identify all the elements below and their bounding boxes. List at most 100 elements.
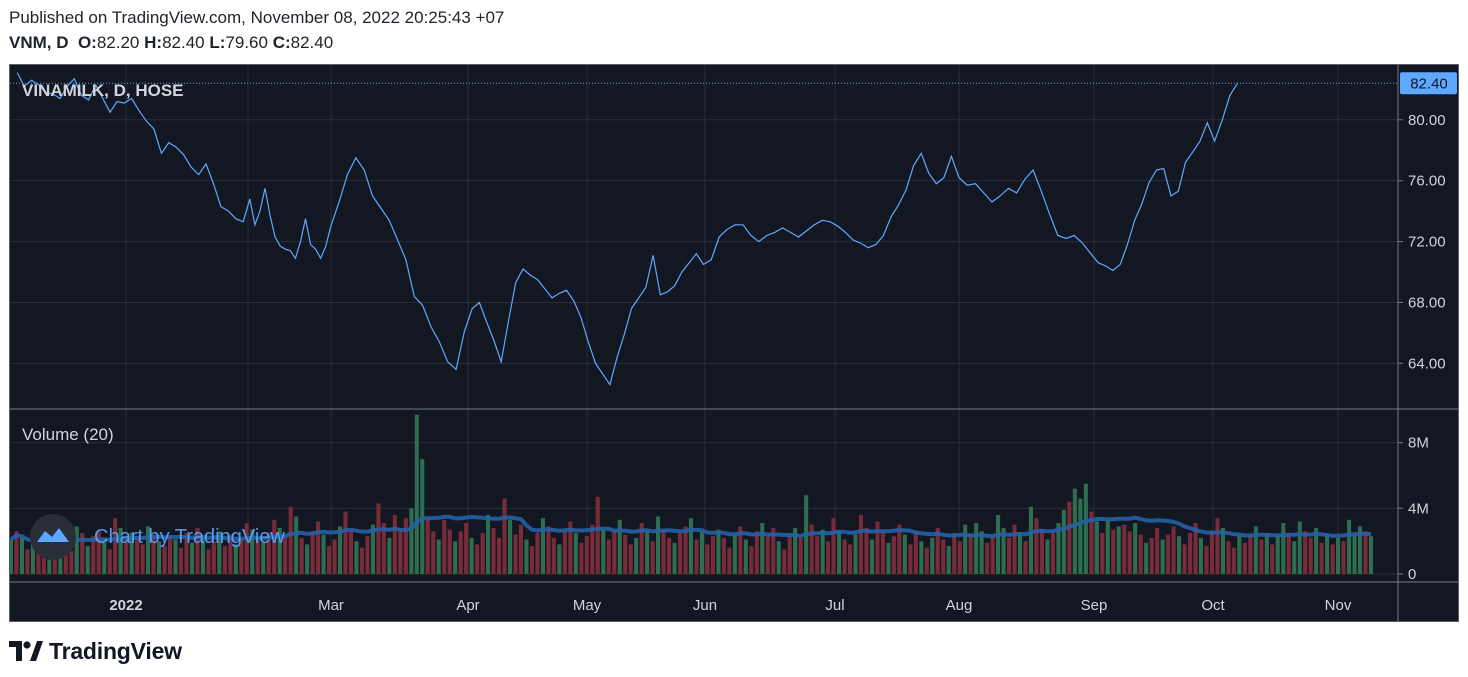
last-price-badge-text: 82.40 [1410, 75, 1448, 92]
volume-bar [946, 546, 951, 574]
volume-bar [787, 536, 792, 574]
volume-bar [486, 514, 491, 574]
price-line [16, 72, 1239, 387]
volume-bar [508, 519, 513, 574]
volume-bar [529, 546, 534, 574]
volume-bar [897, 524, 902, 574]
volume-bar [1281, 523, 1286, 574]
volume-bar [162, 546, 167, 574]
volume-bar [113, 518, 118, 574]
volume-bar [294, 516, 299, 574]
volume-bar [266, 532, 271, 574]
volume-bar [381, 523, 386, 574]
volume-bar [1368, 536, 1373, 574]
volume-bar [765, 534, 770, 574]
volume-bar [1215, 518, 1220, 574]
volume-axis-ticks: 8M 4M 0 [1398, 435, 1429, 583]
volume-bar [634, 537, 639, 574]
low-value: 79.60 [225, 33, 268, 52]
volume-tick-label: 4M [1408, 500, 1429, 517]
volume-bar [321, 534, 326, 574]
volume-bar [184, 532, 189, 574]
volume-bar [354, 541, 359, 574]
volume-bar [47, 547, 52, 574]
time-tick-label: Oct [1201, 597, 1225, 614]
volume-bar [1144, 542, 1149, 574]
volume-bar [299, 537, 304, 574]
volume-bar [820, 529, 825, 574]
volume-bar [1012, 524, 1017, 574]
volume-bar [1286, 532, 1291, 574]
volume-bar [14, 531, 19, 574]
volume-bar [809, 524, 814, 574]
volume-bar [1089, 511, 1094, 574]
volume-bar [1039, 529, 1044, 574]
volume-bar [217, 531, 222, 574]
volume-bar [815, 536, 820, 574]
volume-bar [244, 523, 249, 574]
volume-bar [189, 542, 194, 574]
time-tick-label: 2022 [109, 597, 142, 614]
volume-bar [957, 541, 962, 574]
volume-bar [387, 537, 392, 574]
volume-bar [683, 526, 688, 574]
volume-bar [919, 541, 924, 574]
volume-bar [359, 547, 364, 574]
volume-bar [431, 531, 436, 574]
volume-bar [639, 523, 644, 574]
volume-bar [19, 537, 24, 574]
volume-bar [124, 539, 129, 574]
volume-bar [985, 542, 990, 574]
time-axis-ticks: 2022 Mar Apr May Jun Jul Aug Sep Oct Nov [109, 597, 1352, 614]
volume-bar [1018, 532, 1023, 574]
chart-frame[interactable]: 80.00 76.00 72.00 68.00 64.00 8M 4M 0 2022 Mar A… [9, 64, 1459, 622]
volume-bar [1231, 547, 1236, 574]
brand-footer[interactable]: TradingView [9, 636, 182, 666]
volume-tick-label: 8M [1408, 435, 1429, 452]
volume-bar [1078, 498, 1083, 574]
volume-bar [1105, 519, 1110, 574]
volume-bar [376, 503, 381, 574]
open-value: 82.20 [96, 33, 140, 52]
low-label: L: [209, 33, 226, 52]
volume-bar [557, 544, 562, 574]
volume-bar [453, 541, 458, 574]
volume-bar [579, 542, 584, 574]
volume-bar [392, 514, 397, 574]
volume-bar [491, 528, 496, 574]
volume-bar [233, 544, 238, 574]
volume-bar [255, 537, 260, 574]
volume-bar [831, 518, 836, 574]
volume-bar [206, 549, 211, 574]
volume-bar [743, 539, 748, 574]
volume-bar [129, 532, 134, 574]
price-volume-chart[interactable]: 80.00 76.00 72.00 68.00 64.00 8M 4M 0 2022 Mar A… [9, 64, 1459, 622]
volume-bar [837, 531, 842, 574]
volume-bar [1182, 544, 1187, 574]
volume-bar [1133, 523, 1138, 574]
volume-bar [146, 526, 151, 574]
volume-bar [425, 518, 430, 574]
volume-bar [200, 536, 205, 574]
time-tick-label: Sep [1081, 597, 1108, 614]
volume-bar [436, 539, 441, 574]
volume-bar [612, 531, 617, 574]
volume-bar [1237, 536, 1242, 574]
volume-bar [1007, 537, 1012, 574]
open-label: O: [77, 33, 97, 52]
volume-bar [1067, 501, 1072, 574]
volume-bar [1341, 541, 1346, 574]
volume-bar [305, 544, 310, 574]
volume-bar [1347, 519, 1352, 574]
volume-bar [1303, 531, 1308, 574]
volume-bar [261, 542, 266, 574]
volume-bar [1138, 534, 1143, 574]
volume-bar [645, 531, 650, 574]
time-tick-label: Apr [456, 597, 479, 614]
volume-bar [996, 514, 1001, 574]
volume-bar [277, 528, 282, 574]
volume-bar [1023, 541, 1028, 574]
volume-bar [1226, 541, 1231, 574]
volume-bar [118, 528, 123, 574]
volume-bar [1122, 524, 1127, 574]
